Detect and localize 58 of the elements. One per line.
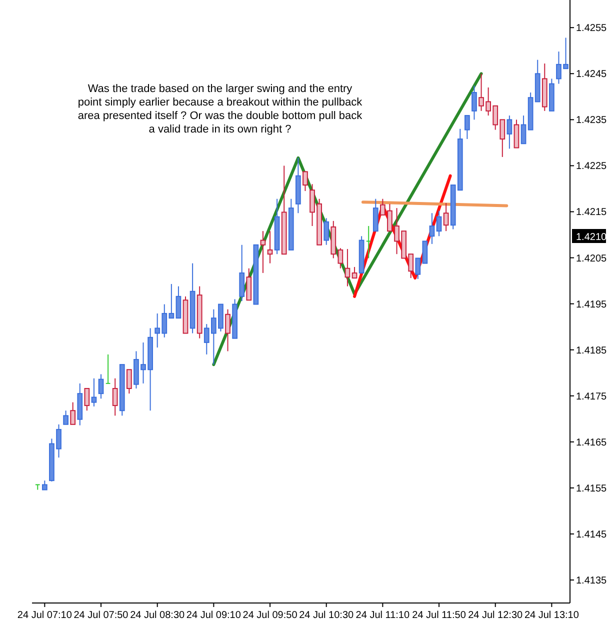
candlestick [464, 115, 470, 140]
candlestick [366, 226, 372, 259]
candlestick [267, 230, 273, 264]
text: 1.4210 [576, 232, 607, 243]
y-tick-label: 1.4185 [576, 345, 607, 356]
candlestick [84, 388, 90, 412]
y-tick-label: 1.4205 [576, 253, 607, 264]
x-tick-label: 24 Jul 09:50 [242, 610, 298, 621]
candlestick [429, 212, 435, 244]
y-tick-label: 1.4255 [576, 23, 607, 34]
candlestick [520, 115, 526, 144]
y-tick-label: 1.4135 [576, 575, 607, 586]
y-tick-label: 1.4225 [576, 161, 607, 172]
candlestick [443, 202, 449, 232]
candlestick [260, 230, 266, 274]
y-tick-label: 1.4215 [576, 207, 607, 218]
candlestick [352, 266, 358, 279]
y-tick-label: 1.4245 [576, 69, 607, 80]
x-tick-label: 24 Jul 10:30 [299, 610, 354, 621]
x-tick-label: 24 Jul 13:10 [524, 610, 580, 621]
y-tick-label: 1.4165 [576, 437, 607, 448]
candlestick [112, 378, 118, 416]
candlestick [105, 354, 111, 384]
y-tick-label: 1.4175 [576, 391, 607, 402]
candlestick [415, 258, 421, 280]
y-tick-label: 1.4195 [576, 299, 607, 310]
x-tick-label: 24 Jul 12:30 [468, 610, 524, 621]
candlestick [246, 268, 252, 301]
candlestick [506, 115, 512, 150]
x-tick-label: 24 Jul 11:10 [356, 610, 410, 621]
candlestick [422, 240, 428, 264]
candlestick [239, 244, 245, 302]
x-tick-label: 24 Jul 09:10 [186, 610, 242, 621]
candlestick [436, 210, 442, 237]
x-tick-label: 24 Jul 07:50 [74, 610, 129, 621]
candlestick [126, 369, 132, 394]
candlestick [34, 484, 40, 490]
candlestick [472, 85, 477, 120]
y-tick-label: 1.4155 [576, 483, 607, 494]
candlestick [338, 248, 344, 269]
candlestick [344, 248, 350, 287]
annotation: Was the trade based on the larger swing and the entry point simply earlier because a breakout within the pullback area presented itself ? Or was the double bottom pull back a valid trade in its own right ? [78, 83, 363, 136]
candlestick [302, 171, 308, 192]
x-tick-label: 24 Jul 08:30 [130, 610, 186, 621]
candlestick [372, 198, 378, 232]
candlestick [225, 308, 230, 352]
x-tick-label: 24 Jul 11:50 [412, 610, 466, 621]
y-tick-label: 1.4145 [576, 529, 607, 540]
candlestick [324, 218, 330, 246]
x-tick-label: 24 Jul 07:10 [17, 610, 72, 621]
candlestick [70, 402, 76, 425]
candlestick [176, 286, 182, 319]
candlestick [514, 119, 520, 148]
candlestick [42, 480, 48, 490]
y-tick-label: 1.4235 [576, 115, 607, 126]
candlestick [91, 378, 97, 407]
candlestick [63, 410, 68, 425]
candlestick [98, 374, 104, 400]
